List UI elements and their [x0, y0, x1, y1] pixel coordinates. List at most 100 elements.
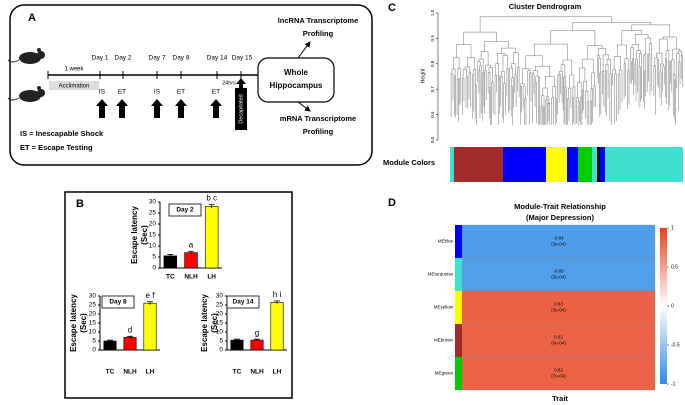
significance-label: g: [255, 328, 259, 337]
day-label: Day 14: [207, 55, 228, 62]
y-tick-label: 30: [216, 293, 224, 300]
significance-label: e f: [146, 291, 156, 300]
cell-value: 0.83: [554, 302, 563, 307]
module-swatch: [455, 357, 462, 390]
y-tick-label: 0: [152, 265, 156, 272]
y-tick-label: 0: [92, 347, 96, 354]
title-box: [168, 203, 202, 217]
panel-label: B: [76, 198, 84, 210]
cell-p-value: (6e-04): [551, 341, 566, 346]
significance-label: d: [128, 325, 132, 334]
y-tick-label: 5: [152, 254, 156, 261]
mouse-icon: [7, 48, 45, 102]
error-bar: [147, 301, 153, 305]
x-tick-label: NLH: [184, 274, 198, 281]
x-tick-label: LH: [207, 274, 216, 281]
x-tick-label: NLH: [250, 369, 264, 376]
y-axis-label: Escape latency: [69, 294, 78, 352]
y-tick-label: 10: [89, 329, 97, 336]
row-label: MEturquoise: [428, 272, 454, 277]
x-tick-label: NLH: [123, 369, 137, 376]
cell-p-value: (7e-04): [551, 374, 566, 379]
dendrogram-branches: [450, 16, 683, 125]
y-tick-label: 25: [89, 302, 97, 309]
y-tick-label: 20: [89, 311, 97, 318]
y-axis-label: (Sec): [210, 313, 219, 333]
y-tick-label: 0: [219, 347, 223, 354]
day-label: Day 8: [173, 55, 190, 62]
heatmap-cell: [461, 290, 656, 325]
decapitated-label: Decapitated: [238, 94, 244, 123]
bar: [270, 301, 284, 351]
heatmap-cell: [461, 257, 656, 292]
y-tick-label: 15: [89, 320, 97, 327]
hippocampus-box: [257, 57, 335, 103]
chart-title: Day 8: [109, 299, 127, 306]
y-tick-label: 5: [92, 338, 96, 345]
y-tick-label: 25: [149, 210, 157, 217]
event-label: ET: [118, 89, 126, 96]
mrna-label: Profiling: [303, 127, 334, 136]
bar: [103, 340, 117, 351]
y-axis-label: Escape latency: [200, 294, 209, 352]
heatmap-cell: [461, 224, 656, 259]
event-label: IS: [154, 89, 161, 96]
y-axis-label: Escape latency: [130, 206, 139, 264]
error-bar: [127, 335, 133, 339]
y-tick-label: 5: [219, 338, 223, 345]
bar: [143, 302, 157, 351]
event-label: ET: [212, 89, 220, 96]
y-tick-label: 0.7: [430, 86, 435, 93]
cell-p-value: (3e-04): [551, 242, 566, 247]
colorbar: [660, 228, 667, 384]
x-tick-label: LH: [273, 369, 282, 376]
y-tick-label: 20: [216, 311, 224, 318]
cell-p-value: (3e-04): [551, 308, 566, 313]
chart-title: Day 2: [176, 207, 194, 214]
arrow: [297, 101, 311, 112]
panel-label: A: [28, 12, 36, 24]
bar: [184, 252, 198, 269]
y-tick-label: 30: [89, 293, 97, 300]
y-tick-label: 0.5: [430, 136, 435, 143]
row-label: MEgreen: [435, 371, 454, 376]
row-label: MEbrown: [434, 338, 454, 343]
acclimation-label: Acclimation: [59, 84, 90, 90]
bar: [204, 206, 219, 269]
x-axis-label: Trait: [552, 394, 568, 403]
x-tick-label: TC: [166, 274, 175, 281]
timeline-ticks: [47, 71, 242, 79]
error-bar: [234, 338, 240, 341]
x-tick-label: TC: [106, 369, 115, 376]
day-label: Day 1: [92, 55, 109, 62]
colorbar-tick-label: 1: [671, 225, 674, 231]
bar: [163, 255, 178, 269]
arrow: [297, 41, 311, 59]
chart-title: Cluster Dendrogram: [509, 2, 582, 11]
title-box: [226, 295, 260, 309]
error-bar: [107, 339, 113, 342]
cell-value: -0.84: [553, 236, 564, 241]
event-label: ET: [177, 89, 185, 96]
legend-text: ET = Escape Testing: [20, 143, 93, 152]
colorbar-tick-label: -1: [671, 381, 676, 387]
panel-a: A 1 week Acclimation Day 1 Day 2 Day 7 D…: [7, 4, 373, 166]
y-tick-label: 25: [216, 302, 224, 309]
error-bar: [254, 338, 260, 341]
bar: [250, 339, 264, 351]
colorbar-tick-label: 0: [671, 303, 674, 309]
day-label: Day 15: [232, 55, 253, 62]
legend-text: IS = Inescapable Shock: [20, 129, 104, 138]
module-swatch: [455, 258, 462, 291]
y-axis-label: Height: [420, 68, 426, 83]
chart-title: (Major Depression): [526, 213, 594, 222]
day-label: Day 2: [115, 55, 132, 62]
module-swatch: [455, 225, 462, 258]
hippocampus-label: Hippocampus: [270, 81, 323, 90]
chart-title: Module-Trait Relationship: [514, 202, 606, 211]
panel-label: D: [388, 197, 396, 209]
error-bar: [188, 250, 194, 254]
title-box: [101, 295, 135, 309]
module-swatch: [455, 291, 462, 324]
